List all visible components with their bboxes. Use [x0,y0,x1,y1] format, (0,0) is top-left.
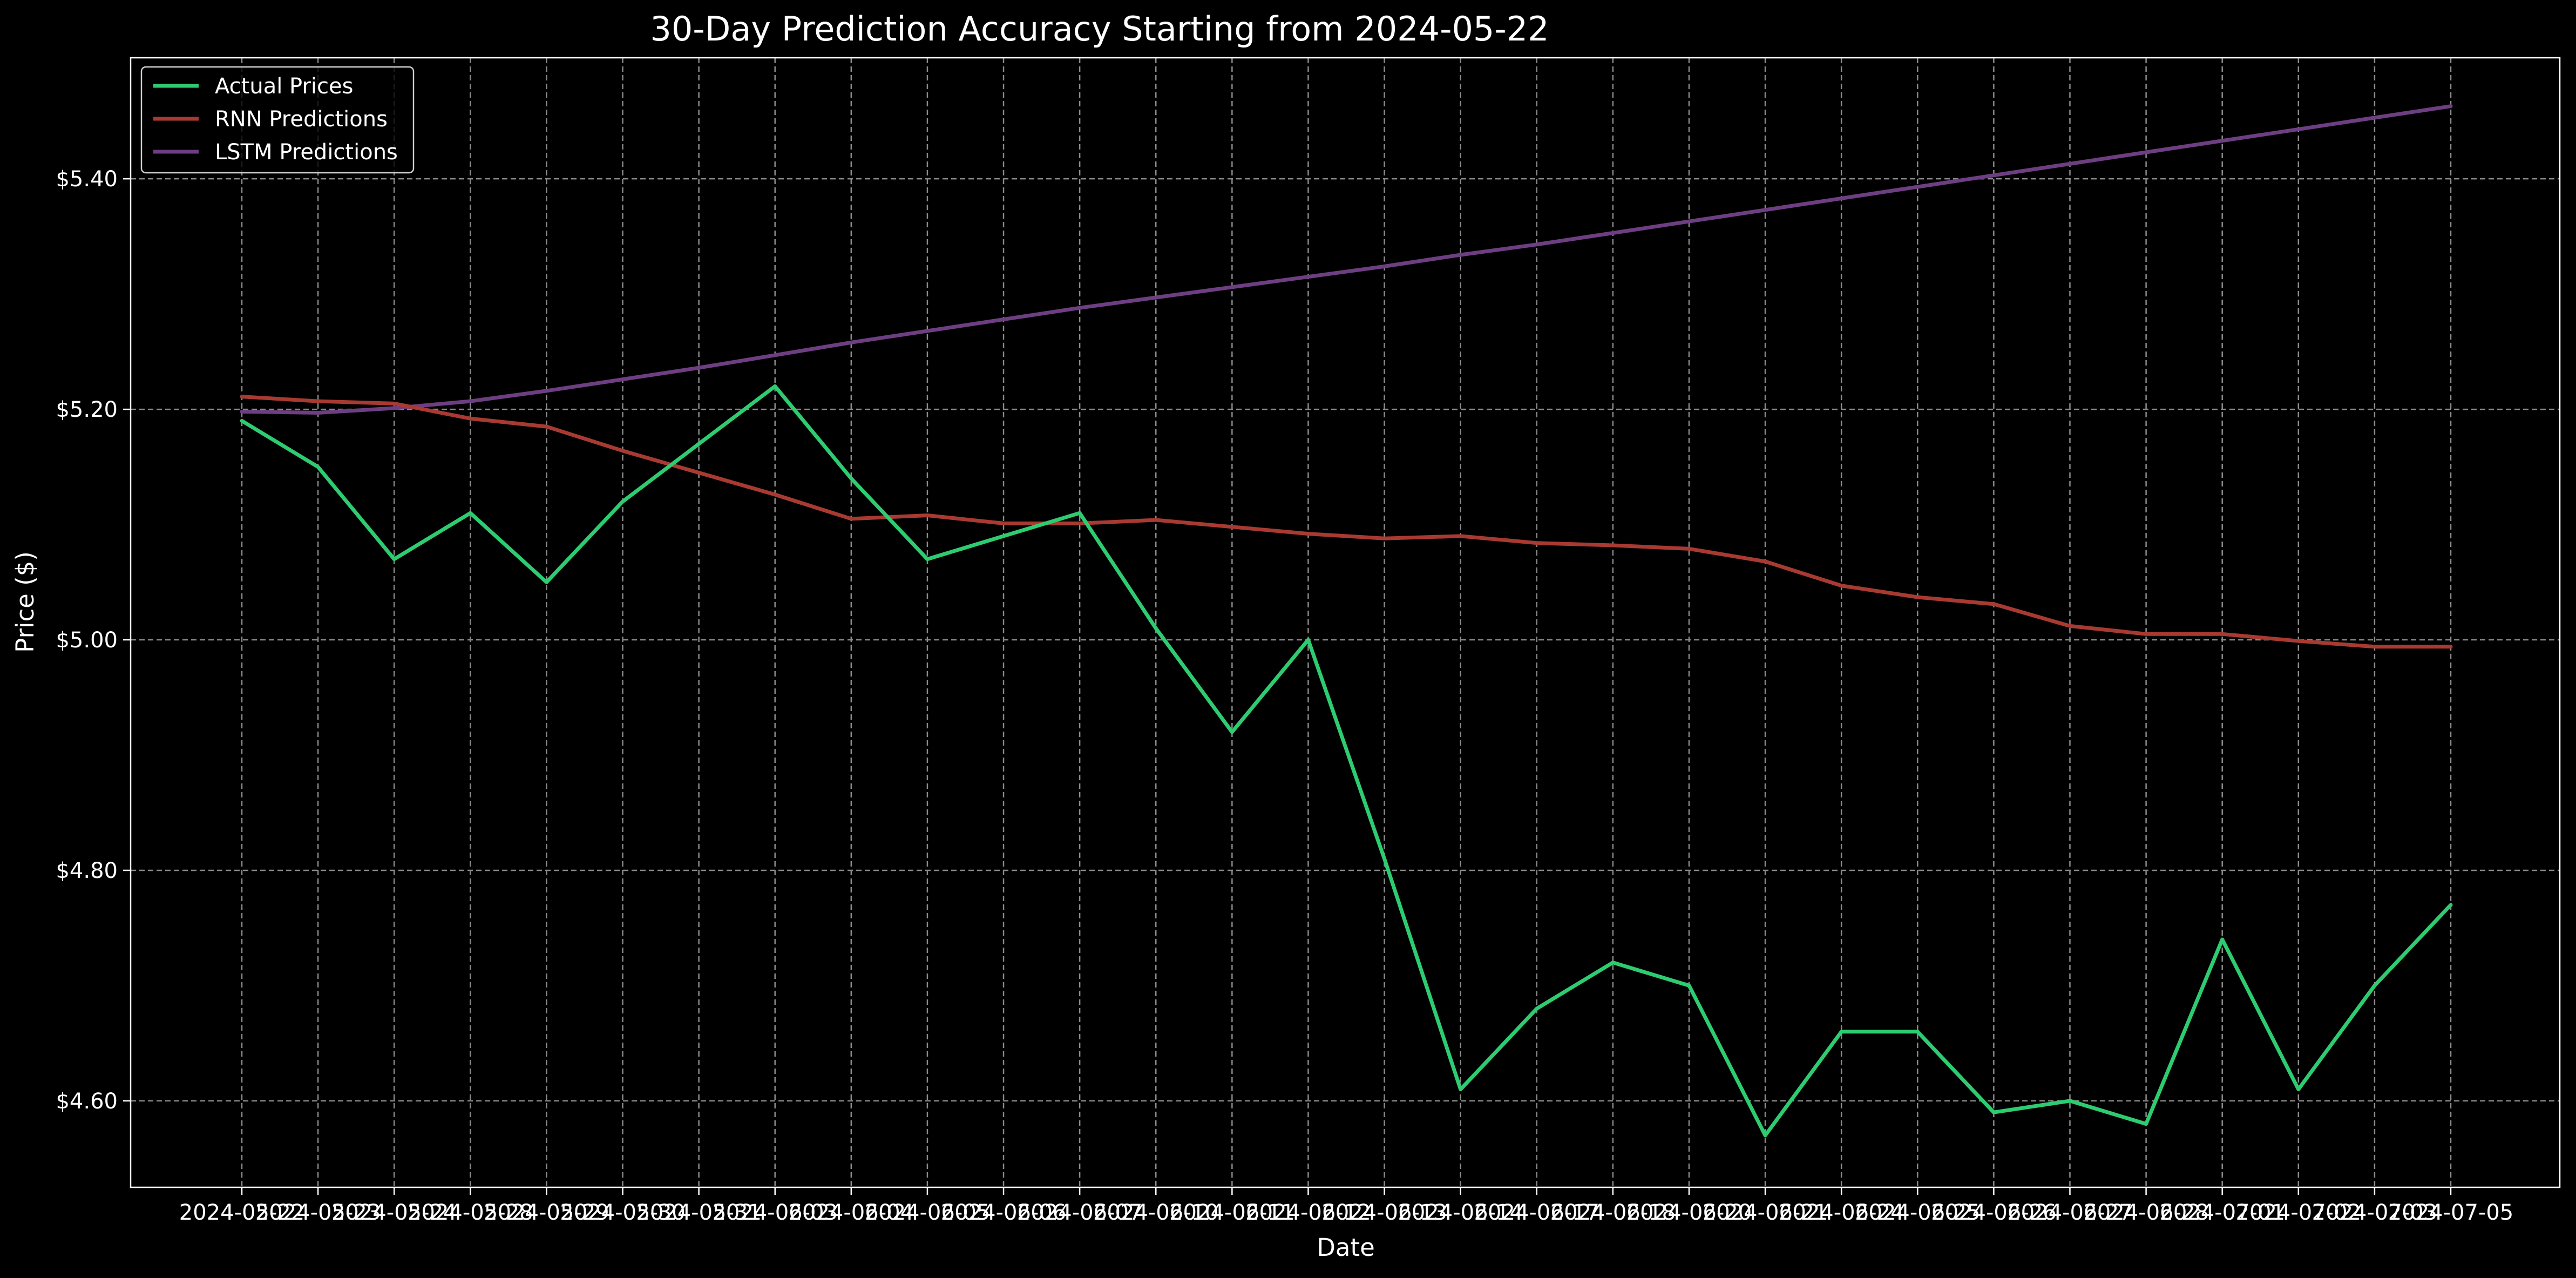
plot-frame [130,57,2561,1188]
legend-box [140,66,415,174]
chart-title: 30-Day Prediction Accuracy Starting from… [650,9,1549,49]
x-tick-label: 2024-06-21 [1703,1200,1828,1225]
x-tick-label: 2024-06-03 [712,1200,837,1225]
x-tick-label: 2024-05-24 [331,1200,457,1225]
x-tick-label: 2024-06-14 [1398,1200,1523,1225]
x-tick-label: 2024-06-05 [865,1200,990,1225]
y-tick-label: $5.00 [56,628,118,653]
legend-label: Actual Prices [215,74,353,99]
x-tick-label: 2024-05-31 [636,1200,761,1225]
x-tick-label: 2024-06-04 [789,1200,914,1225]
x-tick-label: 2024-05-28 [408,1200,533,1225]
x-tick-label: 2024-06-27 [2007,1200,2132,1225]
x-tick-label: 2024-07-01 [2159,1200,2284,1225]
series-line-rnn-predictions [240,395,2453,649]
x-tick-label: 2024-06-11 [1169,1200,1294,1225]
x-axis-label: Date [1317,1233,1375,1262]
legend: Actual Prices RNN Predictions LSTM Predict… [140,66,415,174]
x-tick-label: 2024-06-07 [1017,1200,1142,1225]
ticks: 2024-05-222024-05-232024-05-242024-05-28… [56,167,2513,1225]
x-tick-label: 2024-05-23 [255,1200,381,1225]
x-tick-label: 2024-07-03 [2312,1200,2437,1225]
series-layer [240,104,2453,1138]
x-tick-label: 2024-06-06 [941,1200,1066,1225]
y-tick-label: $5.20 [56,397,118,422]
legend-label: LSTM Predictions [215,140,398,165]
x-tick-label: 2024-06-17 [1474,1200,1599,1225]
x-tick-label: 2024-06-28 [2083,1200,2208,1225]
x-tick-label: 2024-05-30 [560,1200,685,1225]
y-tick-label: $4.80 [56,858,118,883]
x-tick-label: 2024-06-26 [1931,1200,2056,1225]
x-tick-label: 2024-06-20 [1626,1200,1752,1225]
y-tick-label: $4.60 [56,1089,118,1114]
series-line-actual-prices [240,384,2453,1138]
y-tick-label: $5.40 [56,167,118,192]
grid [131,58,2560,1187]
x-tick-label: 2024-05-22 [179,1200,304,1225]
x-tick-label: 2024-06-25 [1855,1200,1980,1225]
x-tick-label: 2024-06-24 [1779,1200,1904,1225]
x-tick-label: 2024-06-12 [1245,1200,1371,1225]
x-tick-label: 2024-07-05 [2388,1200,2513,1225]
x-tick-label: 2024-06-10 [1093,1200,1218,1225]
x-tick-label: 2024-06-18 [1550,1200,1676,1225]
x-tick-label: 2024-06-13 [1321,1200,1447,1225]
y-axis-label: Price ($) [11,551,39,653]
legend-label: RNN Predictions [215,107,388,132]
x-tick-label: 2024-05-29 [484,1200,609,1225]
x-tick-label: 2024-07-02 [2236,1200,2361,1225]
series-line-lstm-predictions [240,104,2453,415]
